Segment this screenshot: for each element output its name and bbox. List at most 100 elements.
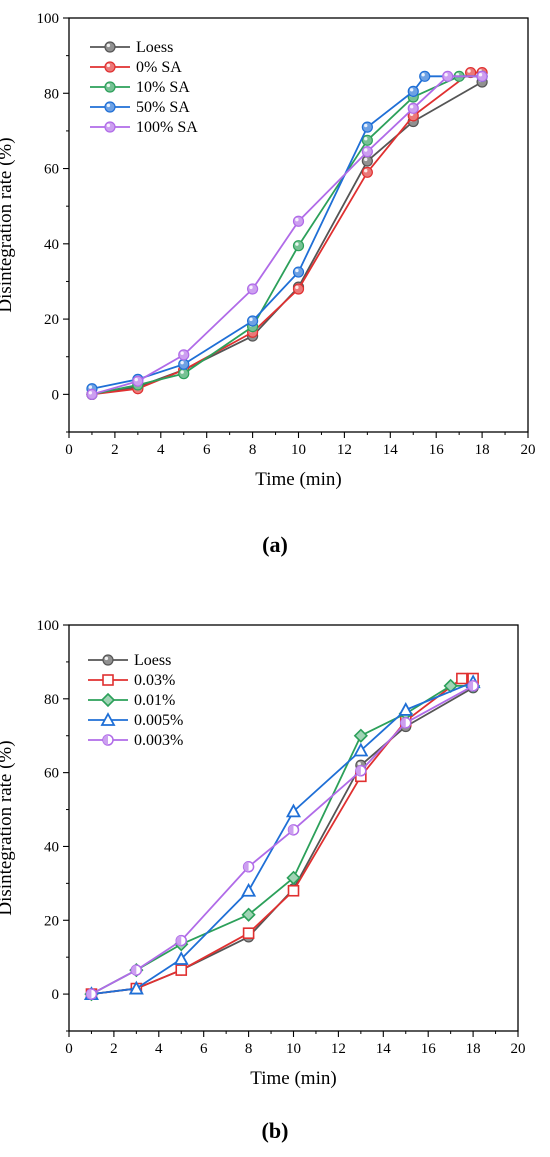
series-0 — [85, 682, 479, 1000]
data-point — [130, 964, 143, 976]
legend-item: 0.03% — [88, 672, 175, 689]
caption-b: (b) — [261, 1118, 289, 1143]
chart-a-svg: 0 2 4 6 8 10 12 14 16 18 20 0 20 40 60 80 100 Time (min) D… — [0, 11, 536, 490]
legend: Loess 0% SA 10% SA 50% SA 100% SA — [90, 39, 198, 136]
y-axis-title: Disintegration rate (%) — [0, 740, 16, 915]
chart-panel-b: 0 2 4 6 8 10 12 14 16 18 20 0 20 40 60 80 100 Time (min) D… — [0, 578, 550, 1156]
legend-label: Loess — [134, 652, 171, 669]
data-point — [132, 375, 144, 387]
series-3 — [86, 70, 488, 395]
x-tick-label: 18 — [475, 442, 490, 458]
x-tick-label: 16 — [429, 442, 445, 458]
data-point — [292, 283, 305, 295]
data-point — [178, 349, 190, 361]
data-point — [292, 240, 305, 252]
chart-panel-a: 0 2 4 6 8 10 12 14 16 18 20 0 20 40 60 80 100 Time (min) D… — [0, 0, 550, 578]
legend-item: Loess — [90, 39, 173, 56]
legend-marker — [104, 121, 116, 133]
legend-label: 0% SA — [136, 59, 182, 76]
series-line — [91, 681, 474, 995]
legend-item: Loess — [88, 652, 171, 669]
x-tick-label: 0 — [65, 442, 73, 458]
x-tick-label: 16 — [421, 1041, 437, 1057]
series-4 — [85, 680, 479, 1000]
x-tick-label: 12 — [337, 442, 352, 458]
x-tick-label: 8 — [245, 1041, 253, 1057]
data-point — [353, 728, 368, 743]
legend-label: 50% SA — [136, 99, 190, 116]
data-point — [355, 765, 367, 777]
series-line — [91, 685, 474, 995]
data-point — [175, 964, 188, 976]
y-tick-label: 20 — [44, 312, 59, 328]
data-point — [86, 388, 98, 400]
data-point — [361, 155, 373, 167]
y-tick-label: 100 — [37, 618, 60, 634]
legend-marker — [104, 41, 116, 53]
data-point — [361, 166, 373, 178]
data-point — [361, 134, 373, 146]
x-tick-label: 2 — [110, 1041, 118, 1057]
legend-marker — [100, 712, 116, 726]
x-tick-label: 12 — [331, 1041, 346, 1057]
x-tick-label: 20 — [521, 442, 536, 458]
data-point — [407, 85, 419, 97]
data-point — [398, 702, 414, 716]
data-point — [292, 266, 305, 278]
x-tick-label: 14 — [376, 1041, 392, 1057]
legend-item: 0.01% — [88, 692, 175, 709]
legend-marker — [100, 692, 116, 708]
data-point — [465, 66, 477, 79]
data-point — [242, 861, 255, 873]
y-tick-label: 60 — [44, 162, 59, 178]
data-point — [361, 146, 373, 158]
y-tick-label: 0 — [52, 387, 60, 403]
series-1 — [86, 66, 488, 400]
data-point — [467, 680, 479, 692]
data-point — [178, 358, 190, 370]
caption-a: (a) — [262, 532, 288, 557]
x-tick-label: 2 — [111, 442, 119, 458]
legend-item: 100% SA — [90, 119, 198, 136]
legend-marker — [102, 674, 114, 686]
legend: Loess 0.03% 0.01% 0.005% 0.003% — [88, 652, 183, 749]
y-tick-label: 0 — [52, 987, 60, 1003]
x-tick-label: 10 — [291, 442, 306, 458]
data-point — [247, 283, 259, 295]
data-point — [241, 907, 256, 922]
legend-marker — [104, 61, 116, 73]
legend-item: 0% SA — [90, 59, 182, 76]
y-tick-label: 80 — [44, 692, 59, 708]
x-tick-label: 4 — [155, 1041, 163, 1057]
y-tick-label: 20 — [44, 913, 59, 929]
data-point — [442, 70, 454, 82]
data-point — [242, 927, 255, 939]
legend-item: 50% SA — [90, 99, 190, 116]
legend-label: Loess — [136, 39, 173, 56]
data-point — [247, 315, 259, 327]
data-point — [285, 803, 302, 818]
y-tick-label: 60 — [44, 766, 59, 782]
data-point — [128, 980, 144, 995]
legend-marker — [102, 734, 114, 746]
data-point — [419, 70, 431, 82]
data-point — [407, 102, 419, 114]
x-axis-title: Time (min) — [250, 1068, 336, 1089]
x-tick-label: 6 — [203, 442, 211, 458]
legend-marker — [104, 81, 116, 93]
legend-label: 0.03% — [134, 672, 175, 689]
legend-label: 0.003% — [134, 732, 183, 749]
data-point — [178, 368, 190, 380]
legend-label: 100% SA — [136, 119, 198, 136]
legend-item: 0.005% — [88, 712, 183, 729]
y-tick-label: 40 — [44, 237, 59, 253]
data-point — [287, 824, 300, 836]
data-point — [85, 988, 98, 1000]
y-tick-label: 40 — [44, 839, 59, 855]
x-tick-label: 4 — [157, 442, 165, 458]
data-point — [400, 717, 412, 729]
data-point — [287, 884, 300, 897]
x-tick-label: 8 — [249, 442, 257, 458]
data-point — [173, 951, 189, 965]
data-point — [241, 882, 257, 897]
